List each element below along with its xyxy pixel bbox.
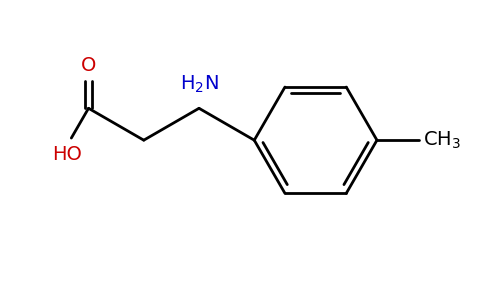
Text: H$_2$N: H$_2$N: [180, 73, 218, 94]
Text: HO: HO: [52, 146, 82, 164]
Text: O: O: [81, 56, 96, 75]
Text: CH$_3$: CH$_3$: [423, 130, 461, 151]
